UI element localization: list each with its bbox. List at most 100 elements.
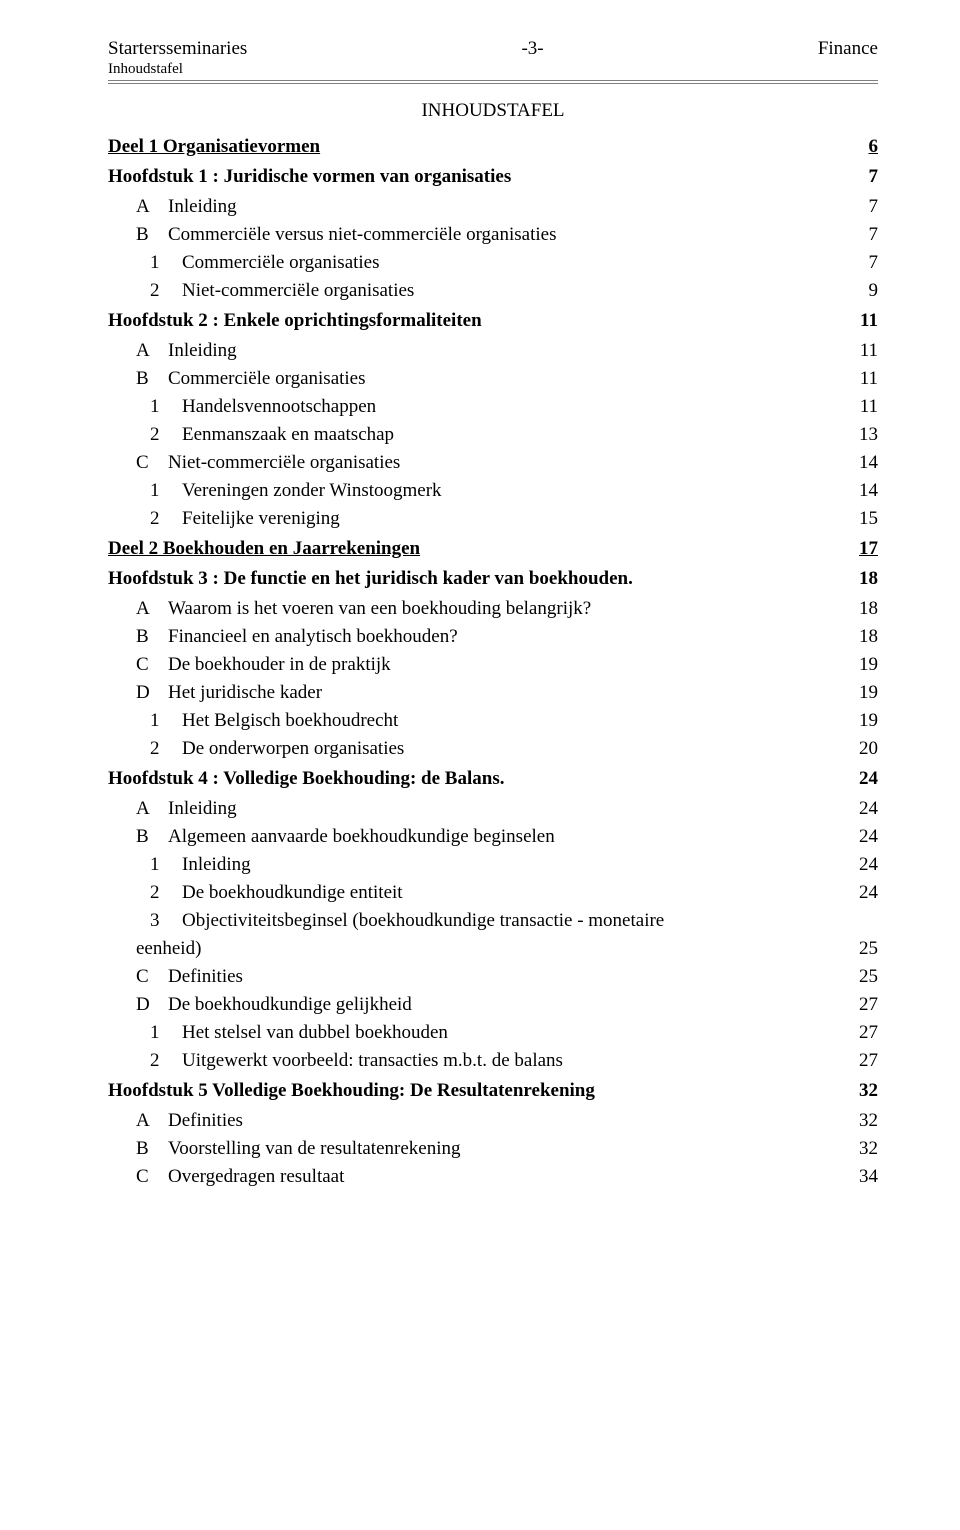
toc-text: Commerciële organisaties: [168, 368, 366, 389]
toc-text: Inleiding: [168, 798, 237, 819]
toc-label: 3Objectiviteitsbeginsel (boekhoudkundige…: [108, 910, 878, 932]
toc-page: 32: [850, 1080, 878, 1102]
toc-text: Eenmanszaak en maatschap: [182, 424, 394, 445]
toc-text: Inleiding: [168, 196, 237, 217]
toc-label: BFinancieel en analytisch boekhouden?: [108, 626, 850, 648]
toc-row: Hoofdstuk 3 : De functie en het juridisc…: [108, 568, 878, 590]
toc-marker: C: [136, 966, 168, 988]
toc-label: AInleiding: [108, 798, 850, 820]
toc-label: CDe boekhouder in de praktijk: [108, 654, 850, 676]
toc-row: DHet juridische kader19: [108, 682, 878, 704]
toc-label: BAlgemeen aanvaarde boekhoudkundige begi…: [108, 826, 850, 848]
toc-row: ADefinities32: [108, 1110, 878, 1132]
header-divider: [108, 80, 878, 84]
toc-label: AInleiding: [108, 340, 850, 362]
toc-label: BCommerciële versus niet-commerciële org…: [108, 224, 850, 246]
toc-text: Objectiviteitsbeginsel (boekhoudkundige …: [182, 910, 664, 931]
toc-text: De boekhoudkundige entiteit: [182, 882, 403, 903]
toc-row: CDe boekhouder in de praktijk19: [108, 654, 878, 676]
toc-text: De boekhouder in de praktijk: [168, 654, 391, 675]
toc-page: 14: [850, 452, 878, 474]
toc-text: Definities: [168, 1110, 243, 1131]
toc-page: 27: [850, 994, 878, 1016]
toc-marker: 3: [150, 910, 182, 932]
toc-row: Hoofdstuk 2 : Enkele oprichtingsformalit…: [108, 310, 878, 332]
toc-label: 1Vereningen zonder Winstoogmerk: [108, 480, 850, 502]
toc-label: DDe boekhoudkundige gelijkheid: [108, 994, 850, 1016]
toc-page: 24: [850, 882, 878, 904]
toc-label: 1Inleiding: [108, 854, 850, 876]
toc-label: BCommerciële organisaties: [108, 368, 850, 390]
toc-row: 3Objectiviteitsbeginsel (boekhoudkundige…: [108, 910, 878, 932]
toc-marker: 2: [150, 882, 182, 904]
toc-row: COvergedragen resultaat34: [108, 1166, 878, 1188]
toc-page: 32: [850, 1110, 878, 1132]
toc-marker: A: [136, 340, 168, 362]
toc-label: 1Handelsvennootschappen: [108, 396, 850, 418]
toc-page: 25: [850, 938, 878, 960]
toc-label: 1Het stelsel van dubbel boekhouden: [108, 1022, 850, 1044]
toc-marker: B: [136, 1138, 168, 1160]
toc-marker: A: [136, 798, 168, 820]
toc-page: 24: [850, 854, 878, 876]
toc-label: DHet juridische kader: [108, 682, 850, 704]
toc-marker: 1: [150, 1022, 182, 1044]
toc-marker: 1: [150, 480, 182, 502]
toc-marker: D: [136, 994, 168, 1016]
toc-marker: 2: [150, 508, 182, 530]
toc-label: AInleiding: [108, 196, 850, 218]
toc-label: 2Niet-commerciële organisaties: [108, 280, 850, 302]
toc-row: BCommerciële versus niet-commerciële org…: [108, 224, 878, 246]
toc-marker: 2: [150, 280, 182, 302]
toc-row: 1Commerciële organisaties7: [108, 252, 878, 274]
toc-row: AInleiding24: [108, 798, 878, 820]
toc-label: 2De boekhoudkundige entiteit: [108, 882, 850, 904]
toc-text: Commerciële versus niet-commerciële orga…: [168, 224, 556, 245]
toc-row: BFinancieel en analytisch boekhouden?18: [108, 626, 878, 648]
toc-row: CNiet-commerciële organisaties14: [108, 452, 878, 474]
toc-text: Het juridische kader: [168, 682, 322, 703]
toc-text: Algemeen aanvaarde boekhoudkundige begin…: [168, 826, 555, 847]
toc-row: 2Eenmanszaak en maatschap13: [108, 424, 878, 446]
toc-page: 15: [850, 508, 878, 530]
toc-marker: 2: [150, 738, 182, 760]
toc-marker: 1: [150, 252, 182, 274]
header-center: -3-: [521, 38, 543, 60]
toc-marker: D: [136, 682, 168, 704]
toc-label: COvergedragen resultaat: [108, 1166, 850, 1188]
toc-text: Het stelsel van dubbel boekhouden: [182, 1022, 448, 1043]
toc-page: 24: [850, 798, 878, 820]
toc-row: 1Handelsvennootschappen11: [108, 396, 878, 418]
toc-page: 27: [850, 1050, 878, 1072]
toc-page: 7: [850, 196, 878, 218]
toc-label: 2Uitgewerkt voorbeeld: transacties m.b.t…: [108, 1050, 850, 1072]
toc-text: Waarom is het voeren van een boekhouding…: [168, 598, 591, 619]
toc-marker: C: [136, 452, 168, 474]
toc-label: 1Commerciële organisaties: [108, 252, 850, 274]
toc-page: 34: [850, 1166, 878, 1188]
toc-text: Inleiding: [182, 854, 251, 875]
toc-page: 7: [850, 166, 878, 188]
toc-text: Handelsvennootschappen: [182, 396, 376, 417]
toc-text: De boekhoudkundige gelijkheid: [168, 994, 412, 1015]
toc-label: BVoorstelling van de resultatenrekening: [108, 1138, 850, 1160]
toc-row: Hoofdstuk 1 : Juridische vormen van orga…: [108, 166, 878, 188]
toc-text: Uitgewerkt voorbeeld: transacties m.b.t.…: [182, 1050, 563, 1071]
toc-row: Deel 2 Boekhouden en Jaarrekeningen17: [108, 538, 878, 560]
toc-text: Inleiding: [168, 340, 237, 361]
toc-marker: 2: [150, 424, 182, 446]
toc-page: 7: [850, 224, 878, 246]
toc-page: 18: [850, 598, 878, 620]
toc-text: Niet-commerciële organisaties: [182, 280, 414, 301]
toc-page: 11: [850, 368, 878, 390]
toc-marker: B: [136, 224, 168, 246]
toc-text: Overgedragen resultaat: [168, 1166, 344, 1187]
toc-marker: C: [136, 654, 168, 676]
toc-marker: B: [136, 626, 168, 648]
toc-row: 2Feitelijke vereniging15: [108, 508, 878, 530]
toc-title: INHOUDSTAFEL: [108, 100, 878, 122]
toc-marker: B: [136, 826, 168, 848]
toc-row: BCommerciële organisaties11: [108, 368, 878, 390]
toc-page: 25: [850, 966, 878, 988]
toc-row: AWaarom is het voeren van een boekhoudin…: [108, 598, 878, 620]
